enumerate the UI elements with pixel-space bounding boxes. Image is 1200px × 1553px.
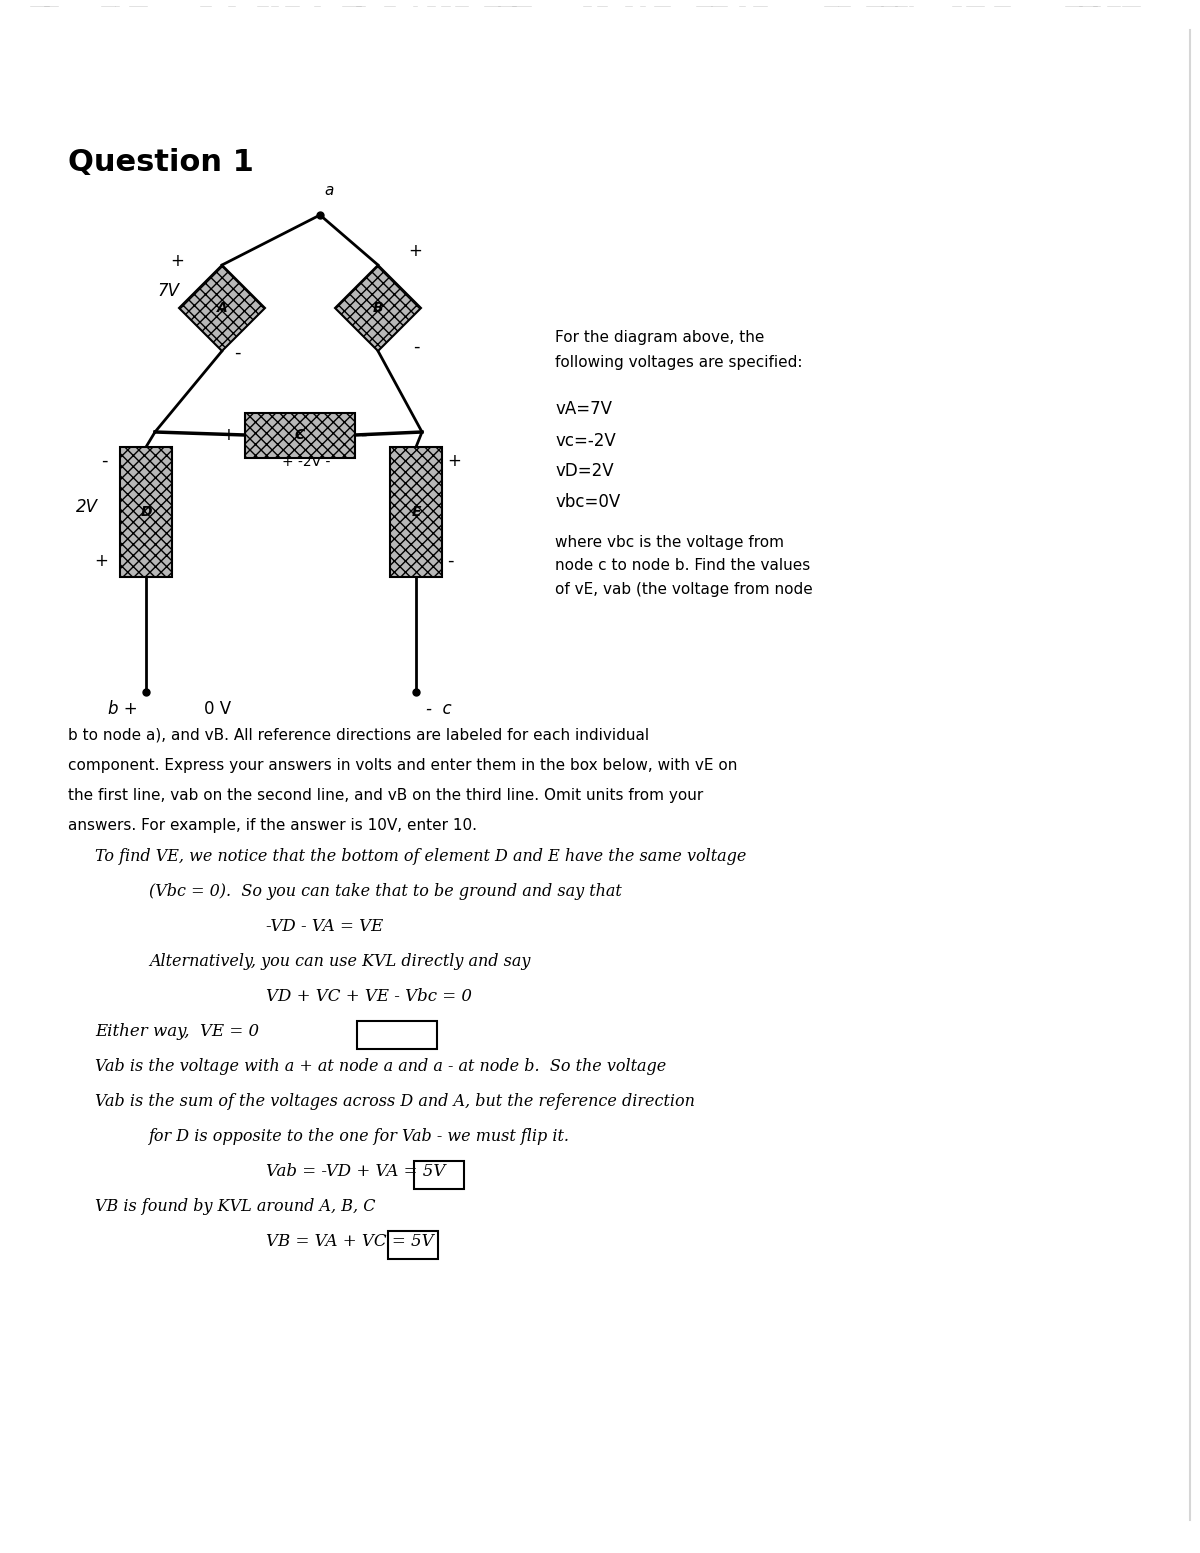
Text: component. Express your answers in volts and enter them in the box below, with v: component. Express your answers in volts…	[68, 758, 737, 773]
Text: D: D	[140, 505, 151, 519]
Text: where vbc is the voltage from: where vbc is the voltage from	[554, 534, 784, 550]
Text: -  c: - c	[426, 700, 451, 717]
Text: 0 V: 0 V	[204, 700, 232, 717]
Text: 2V: 2V	[76, 499, 98, 516]
Text: 7V: 7V	[157, 283, 179, 300]
Text: -VD - VA = VE: -VD - VA = VE	[266, 918, 383, 935]
Text: +: +	[94, 551, 108, 570]
Text: vc=-2V: vc=-2V	[554, 432, 616, 450]
Bar	[120, 447, 172, 578]
Text: b to node a), and vB. All reference directions are labeled for each individual: b to node a), and vB. All reference dire…	[68, 728, 649, 742]
Text: following voltages are specified:: following voltages are specified:	[554, 356, 803, 370]
Bar	[414, 1162, 464, 1190]
Text: vbc=0V: vbc=0V	[554, 492, 620, 511]
Text: + -2V -: + -2V -	[282, 455, 330, 469]
Text: of vE, vab (the voltage from node: of vE, vab (the voltage from node	[554, 582, 812, 596]
Text: Vab = -VD + VA = 5V: Vab = -VD + VA = 5V	[266, 1163, 445, 1180]
Text: E: E	[412, 505, 421, 519]
Text: the first line, vab on the second line, and vB on the third line. Omit units fro: the first line, vab on the second line, …	[68, 787, 703, 803]
Text: -: -	[102, 452, 108, 471]
Text: +: +	[170, 252, 184, 270]
Text: Question 1: Question 1	[68, 148, 254, 177]
Text: answers. For example, if the answer is 10V, enter 10.: answers. For example, if the answer is 1…	[68, 818, 478, 832]
Text: C: C	[295, 429, 305, 443]
Text: Either way,  VE = 0: Either way, VE = 0	[95, 1023, 259, 1041]
Text: VB is found by KVL around A, B, C: VB is found by KVL around A, B, C	[95, 1197, 376, 1214]
Bar	[388, 1232, 438, 1259]
Polygon shape	[179, 266, 265, 351]
Bar	[390, 447, 442, 578]
Text: +: +	[446, 452, 461, 471]
Text: vA=7V: vA=7V	[554, 401, 612, 418]
Text: a: a	[324, 183, 334, 197]
Text: -: -	[413, 339, 420, 356]
Text: To find VE, we notice that the bottom of element D and E have the same voltage: To find VE, we notice that the bottom of…	[95, 848, 746, 865]
Bar	[245, 413, 355, 458]
Text: A: A	[217, 301, 227, 315]
Text: -: -	[234, 345, 240, 362]
Text: Vab is the voltage with a + at node a and a - at node b.  So the voltage: Vab is the voltage with a + at node a an…	[95, 1058, 666, 1075]
Text: -: -	[446, 551, 454, 570]
Text: Vab is the sum of the voltages across D and A, but the reference direction: Vab is the sum of the voltages across D …	[95, 1093, 695, 1110]
Text: +: +	[221, 426, 235, 444]
Text: For the diagram above, the: For the diagram above, the	[554, 329, 764, 345]
Text: node c to node b. Find the values: node c to node b. Find the values	[554, 558, 810, 573]
Polygon shape	[335, 266, 421, 351]
Text: +: +	[408, 242, 422, 259]
Text: VB = VA + VC = 5V: VB = VA + VC = 5V	[266, 1233, 433, 1250]
Text: VD + VC + VE - Vbc = 0: VD + VC + VE - Vbc = 0	[266, 988, 472, 1005]
Text: for D is opposite to the one for Vab - we must flip it.: for D is opposite to the one for Vab - w…	[149, 1127, 570, 1145]
Text: -: -	[360, 426, 366, 444]
Text: vD=2V: vD=2V	[554, 461, 613, 480]
Text: b +: b +	[108, 700, 138, 717]
Text: Alternatively, you can use KVL directly and say: Alternatively, you can use KVL directly …	[149, 954, 530, 971]
Text: (Vbc = 0).  So you can take that to be ground and say that: (Vbc = 0). So you can take that to be gr…	[149, 884, 622, 901]
Text: B: B	[373, 301, 383, 315]
Bar	[358, 1020, 437, 1048]
